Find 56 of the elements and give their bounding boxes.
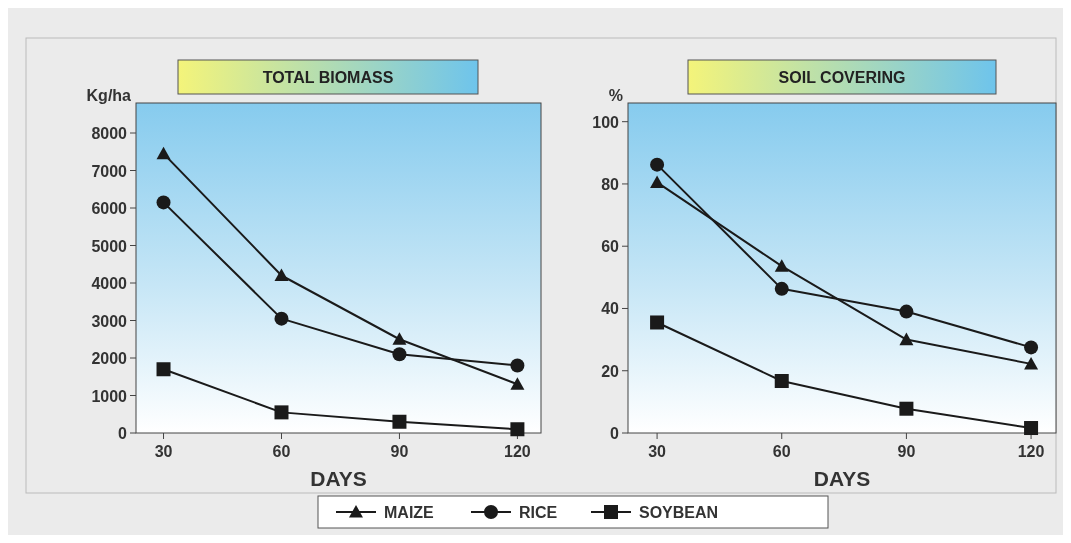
y-tick-label: 40 — [601, 300, 620, 318]
point — [156, 146, 171, 160]
point — [774, 374, 789, 389]
point — [1024, 421, 1039, 436]
point — [899, 304, 914, 319]
point — [650, 157, 665, 172]
x-tick-label: 30 — [154, 443, 173, 460]
point — [510, 377, 525, 390]
point — [274, 268, 289, 282]
chart-title: TOTAL BIOMASS — [262, 69, 394, 86]
y-tick-label: 0 — [610, 425, 620, 442]
point — [510, 358, 525, 373]
x-tick-label: 60 — [272, 443, 291, 460]
y-tick-label: 20 — [601, 362, 620, 380]
y-tick-label: 60 — [601, 238, 620, 256]
point — [156, 362, 171, 377]
legend-label: RICE — [519, 504, 558, 521]
y-tick-label: 7000 — [91, 162, 128, 180]
point — [1024, 340, 1039, 355]
x-tick-label: 30 — [648, 443, 667, 460]
point — [392, 332, 407, 345]
y-tick-label: 4000 — [91, 275, 128, 292]
point — [392, 347, 407, 362]
x-tick-label: 120 — [1017, 443, 1045, 460]
y-tick-label: 100 — [592, 113, 620, 131]
y-tick-label: 5000 — [91, 237, 128, 255]
x-tick-label: 90 — [390, 443, 409, 460]
point — [510, 422, 525, 437]
y-tick-label: 3000 — [91, 312, 128, 330]
point — [274, 405, 289, 420]
x-axis-title: DAYS — [310, 467, 367, 490]
point — [650, 315, 665, 330]
y-tick-label: 0 — [118, 425, 128, 442]
point — [1024, 356, 1039, 370]
point — [392, 414, 407, 429]
point — [650, 175, 665, 188]
y-axis-title: Kg/ha — [86, 87, 132, 104]
point — [274, 311, 289, 326]
point — [774, 281, 789, 296]
x-axis-title: DAYS — [813, 467, 871, 490]
y-axis-title: % — [608, 87, 623, 104]
x-tick-label: 90 — [897, 443, 916, 460]
chart-title: SOIL COVERING — [778, 69, 906, 86]
legend-label: MAIZE — [384, 504, 435, 521]
x-tick-label: 60 — [772, 443, 791, 460]
legend-label: SOYBEAN — [639, 504, 719, 521]
y-tick-label: 6000 — [91, 200, 128, 217]
y-tick-label: 80 — [601, 175, 620, 193]
x-tick-label: 120 — [504, 443, 531, 460]
y-tick-label: 1000 — [91, 387, 128, 405]
point — [156, 195, 171, 210]
y-tick-label: 8000 — [91, 125, 128, 142]
point — [899, 401, 914, 416]
y-tick-label: 2000 — [91, 350, 128, 367]
point — [774, 259, 789, 272]
point — [899, 332, 914, 346]
